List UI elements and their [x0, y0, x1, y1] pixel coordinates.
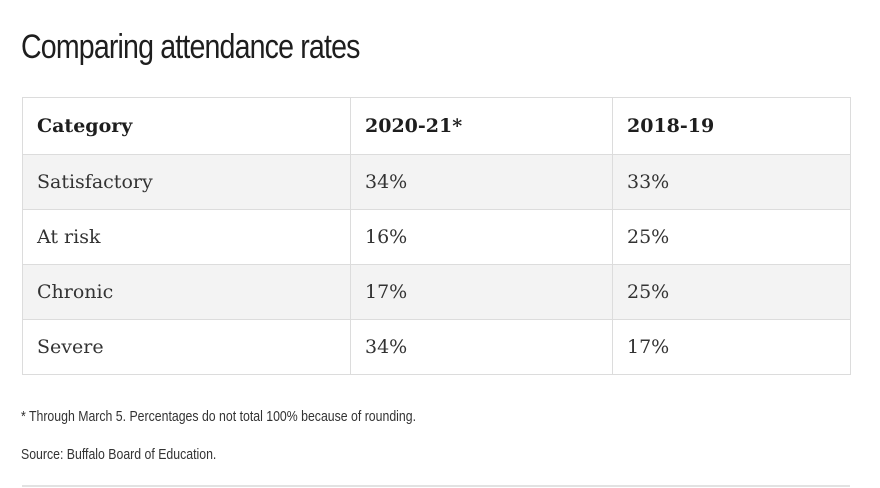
value-cell-2020-21: 16%: [350, 209, 613, 265]
value-cell-2018-19: 25%: [612, 264, 851, 320]
category-cell: Severe: [22, 319, 351, 375]
table-row: Severe 34% 17%: [22, 319, 851, 375]
table-row: Chronic 17% 25%: [22, 264, 851, 320]
category-cell: Chronic: [22, 264, 351, 320]
category-cell: At risk: [22, 209, 351, 265]
table-row: At risk 16% 25%: [22, 209, 851, 265]
chart-title: Comparing attendance rates: [21, 28, 360, 66]
header-row: Category 2020-21* 2018-19: [22, 97, 851, 155]
value-cell-2020-21: 34%: [350, 319, 613, 375]
value-cell-2018-19: 17%: [612, 319, 851, 375]
table-row: Satisfactory 34% 33%: [22, 154, 851, 210]
column-header-2020-21: 2020-21*: [350, 97, 613, 155]
category-cell: Satisfactory: [22, 154, 351, 210]
column-header-2018-19: 2018-19: [612, 97, 851, 155]
footnote: * Through March 5. Percentages do not to…: [21, 408, 417, 425]
column-header-category: Category: [22, 97, 351, 155]
source-note: Source: Buffalo Board of Education.: [21, 446, 217, 463]
value-cell-2020-21: 17%: [350, 264, 613, 320]
bottom-divider: [22, 485, 850, 487]
attendance-table: Category 2020-21* 2018-19 Satisfactory 3…: [22, 97, 851, 375]
value-cell-2018-19: 25%: [612, 209, 851, 265]
value-cell-2020-21: 34%: [350, 154, 613, 210]
value-cell-2018-19: 33%: [612, 154, 851, 210]
